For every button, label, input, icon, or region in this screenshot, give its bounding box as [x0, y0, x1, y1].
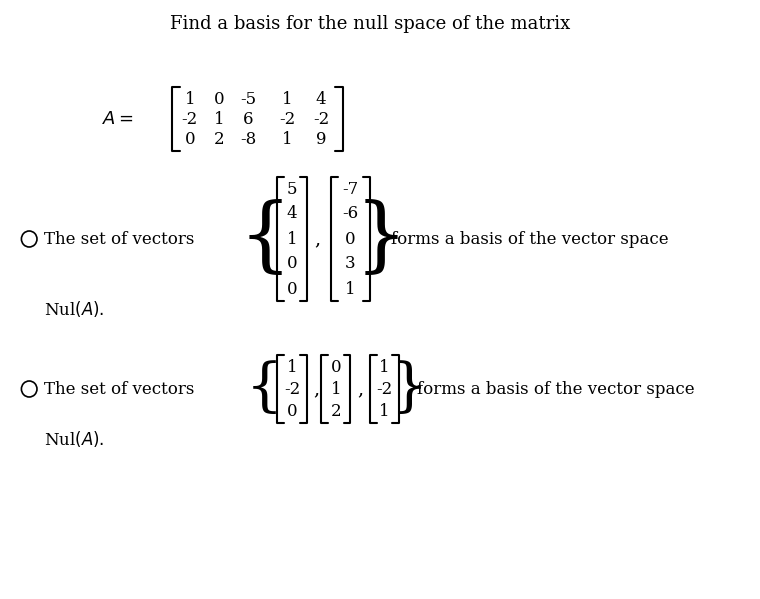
Text: 0: 0	[287, 280, 297, 298]
Text: 0: 0	[345, 231, 356, 247]
Text: ,: ,	[313, 380, 319, 398]
Text: 1: 1	[185, 90, 195, 107]
Text: 1: 1	[331, 380, 341, 398]
Text: -6: -6	[342, 205, 359, 222]
Text: {: {	[246, 361, 283, 417]
Text: 1: 1	[379, 358, 390, 376]
Text: $A=$: $A=$	[102, 110, 134, 128]
Text: 4: 4	[287, 205, 297, 222]
Text: 1: 1	[214, 110, 224, 128]
Text: }: }	[355, 199, 408, 279]
Text: -5: -5	[240, 90, 256, 107]
Text: ,: ,	[357, 380, 363, 398]
Text: 2: 2	[331, 403, 341, 419]
Text: forms a basis of the vector space: forms a basis of the vector space	[391, 231, 669, 247]
Text: 2: 2	[214, 131, 224, 147]
Text: 1: 1	[282, 131, 293, 147]
Text: 0: 0	[214, 90, 224, 107]
Text: 9: 9	[316, 131, 327, 147]
Text: ,: ,	[315, 230, 321, 248]
Text: 6: 6	[243, 110, 253, 128]
Text: Nul$(A).$: Nul$(A).$	[44, 429, 104, 449]
Text: 1: 1	[287, 231, 297, 247]
Text: {: {	[238, 199, 291, 279]
Text: 0: 0	[185, 131, 195, 147]
Text: 0: 0	[287, 256, 297, 273]
Text: 5: 5	[287, 180, 297, 198]
Text: }: }	[390, 361, 427, 417]
Text: The set of vectors: The set of vectors	[44, 231, 194, 247]
Text: -2: -2	[182, 110, 198, 128]
Text: 1: 1	[345, 280, 356, 298]
Text: Find a basis for the null space of the matrix: Find a basis for the null space of the m…	[169, 15, 570, 33]
Text: -2: -2	[283, 380, 300, 398]
Text: -2: -2	[279, 110, 295, 128]
Text: Nul$(A).$: Nul$(A).$	[44, 299, 104, 319]
Text: 0: 0	[331, 358, 341, 376]
Text: -2: -2	[376, 380, 393, 398]
Text: 3: 3	[345, 256, 356, 273]
Text: 0: 0	[287, 403, 297, 419]
Text: forms a basis of the vector space: forms a basis of the vector space	[416, 380, 694, 398]
Text: 1: 1	[287, 358, 297, 376]
Text: 1: 1	[379, 403, 390, 419]
Text: -2: -2	[313, 110, 329, 128]
Text: 1: 1	[282, 90, 293, 107]
Text: The set of vectors: The set of vectors	[44, 380, 194, 398]
Text: -8: -8	[240, 131, 256, 147]
Text: 4: 4	[316, 90, 327, 107]
Text: -7: -7	[342, 180, 359, 198]
